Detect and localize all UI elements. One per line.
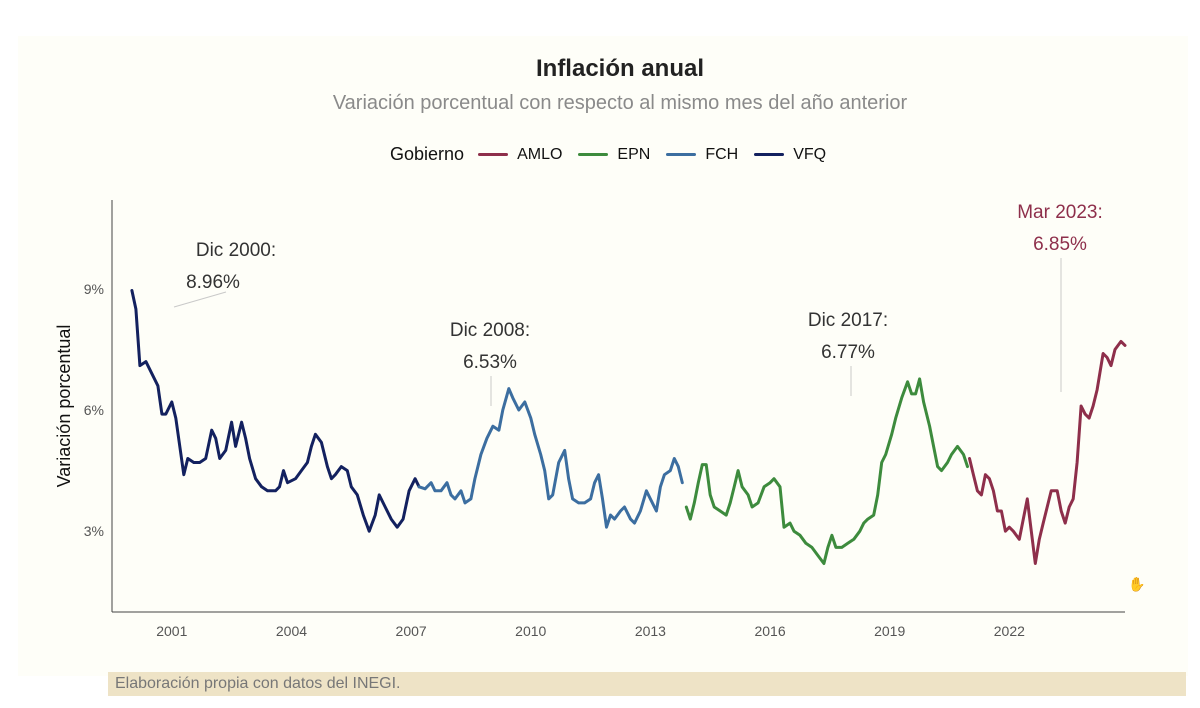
annotation-label-2: Dic 2017: [808, 310, 888, 331]
legend-item-vfq: VFQ [754, 146, 826, 164]
annotation-label-1: Dic 2008: [450, 320, 530, 341]
legend-item-amlo: AMLO [478, 146, 562, 164]
source-note: Elaboración propia con datos del INEGI. [115, 675, 401, 692]
annotation-value-0: 8.96% [186, 272, 240, 293]
chart-title: Inflación anual [535, 55, 705, 82]
y-tick-label-3: 3% [84, 523, 104, 539]
footer-bar [108, 672, 1186, 696]
x-tick-label-2001: 2001 [156, 623, 187, 639]
series-line-amlo [968, 339, 1127, 565]
legend-swatch-vfq [754, 153, 785, 156]
x-tick-label-2007: 2007 [396, 623, 427, 639]
chart-subtitle: Variación porcentual con respecto al mis… [332, 92, 908, 114]
legend-label-epn: EPN [617, 145, 651, 163]
legend-label-vfq: VFQ [793, 145, 827, 163]
annotation-label-0: Dic 2000: [196, 240, 276, 261]
legend-title: Gobierno [390, 144, 465, 164]
page-background [18, 36, 1188, 676]
legend-item-fch: FCH [666, 146, 738, 164]
annotation-value-1: 6.53% [463, 352, 517, 373]
legend: Gobierno AMLO EPN FCH VFQ [390, 144, 842, 165]
series-line-epn [684, 377, 969, 565]
legend-swatch-amlo [478, 153, 509, 156]
y-tick-label-6: 6% [84, 402, 104, 418]
legend-label-fch: FCH [705, 145, 739, 163]
hand-cursor-icon: ✋ [1128, 576, 1146, 592]
annotation-value-2: 6.77% [821, 342, 875, 363]
x-tick-label-2013: 2013 [635, 623, 666, 639]
legend-label-amlo: AMLO [517, 145, 563, 163]
x-tick-label-2022: 2022 [994, 623, 1025, 639]
annotation-value-3: 6.85% [1033, 234, 1087, 255]
x-tick-label-2004: 2004 [276, 623, 307, 639]
annotation-leader-0 [173, 291, 227, 308]
x-tick-label-2019: 2019 [874, 623, 905, 639]
annotation-label-3: Mar 2023: [1017, 202, 1103, 223]
y-tick-label-9: 9% [84, 281, 104, 297]
series-line-fch [417, 387, 684, 529]
legend-swatch-epn [578, 153, 609, 156]
series-line-vfq [130, 289, 421, 533]
x-tick-label-2016: 2016 [754, 623, 785, 639]
x-tick-label-2010: 2010 [515, 623, 546, 639]
legend-swatch-fch [666, 153, 697, 156]
legend-item-epn: EPN [578, 146, 650, 164]
y-axis-label: Variación porcentual [54, 325, 74, 488]
